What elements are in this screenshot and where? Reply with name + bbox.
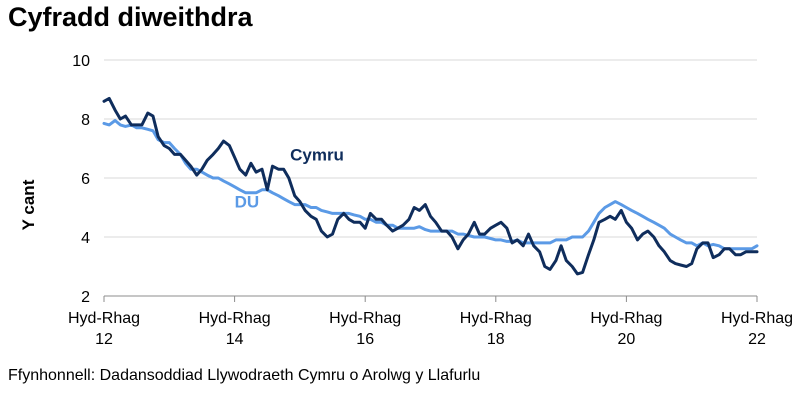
y-tick-label-8: 8 bbox=[81, 112, 90, 129]
x-tick-label-4: Hyd-Rhag bbox=[590, 310, 662, 327]
y-tick-label-10: 10 bbox=[72, 53, 90, 70]
y-axis-title: Y cant bbox=[19, 179, 38, 230]
source-note: Ffynhonnell: Dadansoddiad Llywodraeth Cy… bbox=[8, 367, 481, 384]
y-axis-ticks: 2 4 6 8 10 bbox=[72, 53, 90, 306]
x-axis: Hyd-Rhag 12 Hyd-Rhag 14 Hyd-Rhag 16 Hyd-Rhag 18… bbox=[68, 295, 793, 348]
y-tick-label-4: 4 bbox=[81, 230, 90, 247]
x-tick-year-0: 12 bbox=[95, 331, 113, 348]
x-tick-label-2: Hyd-Rhag bbox=[329, 310, 401, 327]
x-tick-year-3: 18 bbox=[487, 331, 505, 348]
series-line-cymru bbox=[102, 96, 759, 276]
grid-lines bbox=[104, 59, 757, 238]
y-tick-label-2: 2 bbox=[81, 289, 90, 306]
x-tick-label-3: Hyd-Rhag bbox=[460, 310, 532, 327]
chart-title: Cyfradd diweithdra bbox=[8, 2, 253, 32]
series-label-cymru: Cymru bbox=[290, 145, 344, 164]
series-lines bbox=[102, 96, 759, 276]
series-labels: DU Cymru bbox=[235, 145, 344, 211]
series-label-du: DU bbox=[235, 193, 260, 212]
x-tick-label-0: Hyd-Rhag bbox=[68, 310, 140, 327]
series-line-du bbox=[102, 119, 759, 251]
x-tick-year-2: 16 bbox=[356, 331, 374, 348]
x-tick-year-1: 14 bbox=[226, 331, 244, 348]
x-tick-year-5: 22 bbox=[748, 331, 766, 348]
x-tick-year-4: 20 bbox=[618, 331, 636, 348]
y-tick-label-6: 6 bbox=[81, 171, 90, 188]
x-tick-label-1: Hyd-Rhag bbox=[199, 310, 271, 327]
x-tick-label-5: Hyd-Rhag bbox=[721, 310, 793, 327]
